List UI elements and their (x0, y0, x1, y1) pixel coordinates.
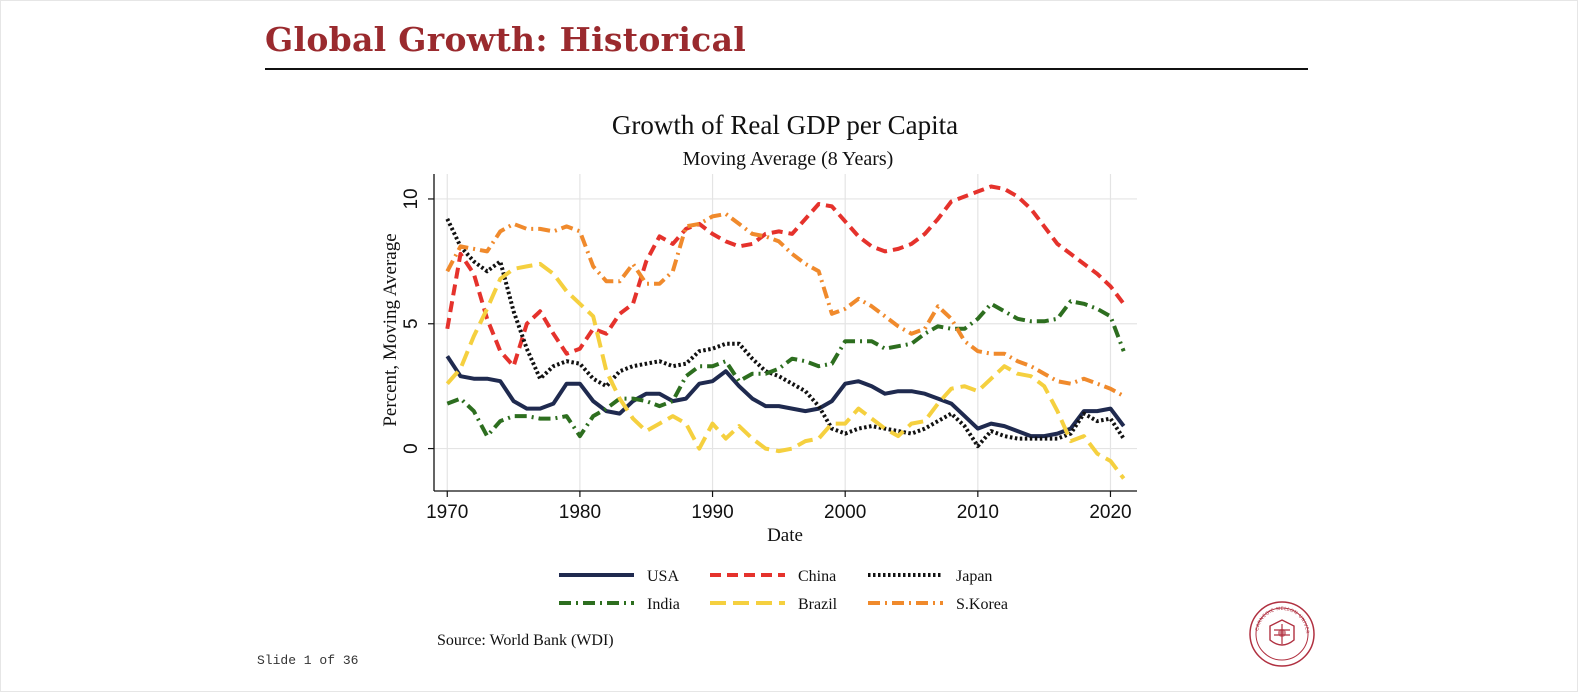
chart-subtitle: Moving Average (8 Years) (683, 148, 894, 170)
source-note: Source: World Bank (WDI) (437, 632, 614, 649)
x-tick-label: 1990 (691, 502, 733, 523)
y-axis-label: Percent, Moving Average (380, 233, 401, 426)
y-tick-label: 5 (401, 318, 422, 329)
legend: USA China Japan India Brazil S.Korea (559, 568, 1008, 613)
title-divider (265, 68, 1308, 70)
legend-label-china: China (798, 568, 836, 585)
axes: 1970 1980 1990 2000 2010 2020 0 5 10 (401, 174, 1137, 523)
series-line-usa (445, 355, 1126, 439)
x-tick-label: 1980 (559, 502, 601, 523)
x-axis-label: Date (767, 525, 803, 546)
slide-title: Global Growth: Historical (265, 20, 747, 59)
legend-label-usa: USA (647, 568, 679, 585)
university-seal-logo: CARNEGIE MELLON UNIVERSITY (1248, 600, 1315, 667)
series-line-japan (445, 218, 1126, 449)
slide-number: Slide 1 of 36 (257, 653, 359, 668)
series-lines (445, 184, 1126, 480)
x-tick-label: 2010 (957, 502, 999, 523)
y-tick-label: 10 (401, 188, 422, 209)
y-tick-label: 0 (401, 443, 422, 454)
series-line-china (445, 184, 1126, 369)
legend-label-brazil: Brazil (798, 596, 838, 613)
series-line-brazil (445, 261, 1126, 480)
x-tick-label: 1970 (426, 502, 468, 523)
svg-text:CARNEGIE MELLON UNIVERSITY: CARNEGIE MELLON UNIVERSITY (1248, 600, 1310, 635)
chart-title: Growth of Real GDP per Capita (612, 110, 958, 140)
legend-label-india: India (647, 596, 680, 613)
x-tick-label: 2020 (1089, 502, 1131, 523)
series-line-skorea (445, 211, 1125, 398)
legend-label-japan: Japan (956, 568, 992, 585)
legend-label-skorea: S.Korea (956, 596, 1008, 613)
grid-lines (434, 174, 1137, 491)
x-tick-label: 2000 (824, 502, 866, 523)
